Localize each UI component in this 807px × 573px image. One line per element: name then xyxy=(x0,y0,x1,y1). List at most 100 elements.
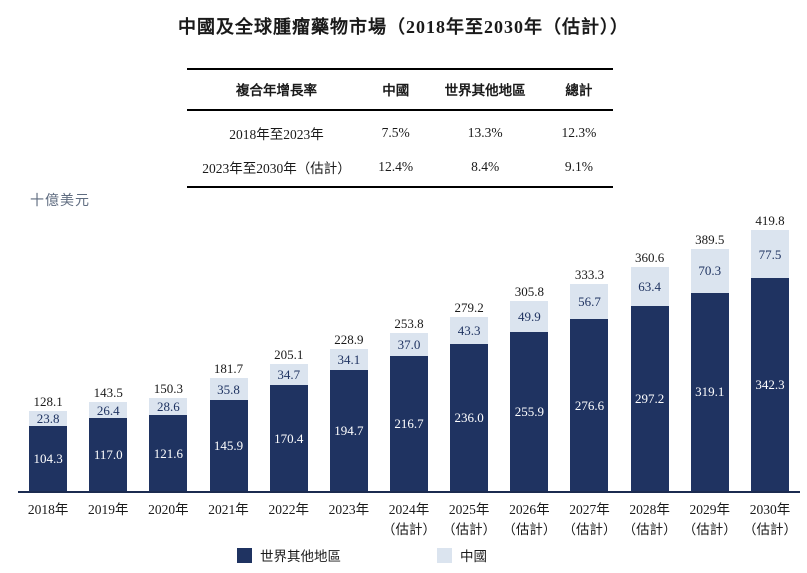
cagr-header-china: 中國 xyxy=(382,83,410,98)
x-axis-label: 2020年 xyxy=(138,500,198,539)
bar-segment-rest-of-world: 319.1 xyxy=(690,292,729,491)
x-axis-label-year: 2030年 xyxy=(749,502,791,517)
legend-label-china: 中國 xyxy=(460,549,487,564)
bar-column: 143.5 26.4 117.0 xyxy=(78,386,138,491)
bar-total-label: 150.3 xyxy=(153,380,184,396)
bar-segment-china: 35.8 xyxy=(209,378,248,401)
bar-segment-rest-of-world: 117.0 xyxy=(89,418,128,491)
cagr-header-total: 總計 xyxy=(565,83,593,98)
x-axis-label-year: 2025年 xyxy=(448,502,490,517)
x-axis-label-year: 2028年 xyxy=(629,502,670,517)
bar-total-label: 389.5 xyxy=(695,231,725,247)
bar-total-label: 419.8 xyxy=(755,213,785,229)
bar-segment-rest-of-world: 342.3 xyxy=(750,278,789,491)
bar-segment-rest-of-world: 276.6 xyxy=(570,319,609,491)
x-axis-label-year: 2021年 xyxy=(208,502,249,517)
bar-segment-china: 49.9 xyxy=(510,300,549,332)
cagr-total-cell: 12.3% xyxy=(561,125,597,140)
bar-column: 333.3 56.7 276.6 xyxy=(559,268,619,491)
bar-segment-china: 23.8 xyxy=(29,411,68,427)
x-axis-label-year: 2027年 xyxy=(569,502,610,517)
x-axis-label-year: 2024年 xyxy=(388,502,430,517)
cagr-table: 複合年增長率 中國 世界其他地區 總計 2018年至2023年 7.5% 13.… xyxy=(187,68,613,188)
cagr-china-cell: 7.5% xyxy=(381,125,410,140)
x-axis-label: 2027年 （估計） xyxy=(559,500,619,539)
china-swatch-icon xyxy=(437,547,452,563)
bar-segment-rest-of-world: 297.2 xyxy=(630,306,669,491)
x-axis-label-estimate: （估計） xyxy=(382,521,437,537)
bar-chart: 128.1 23.8 104.3 143.5 26.4 117.0 150.3 28.6 121… xyxy=(18,210,800,493)
x-axis-label: 2026年 （估計） xyxy=(499,500,559,539)
bar-total-label: 228.9 xyxy=(334,331,364,347)
x-axis-label-year: 2018年 xyxy=(27,502,69,517)
x-axis-label-year: 2026年 xyxy=(509,502,550,517)
x-axis-label-year: 2022年 xyxy=(268,502,309,517)
bar-segment-china: 34.7 xyxy=(269,363,308,386)
x-axis-label-estimate: （估計） xyxy=(622,521,677,537)
cagr-rest-cell: 13.3% xyxy=(467,125,503,140)
bar-total-label: 253.8 xyxy=(394,316,424,332)
bar-total-label: 279.2 xyxy=(454,300,484,316)
bar-column: 305.8 49.9 255.9 xyxy=(499,285,559,491)
bar-column: 253.8 37.0 216.7 xyxy=(379,317,439,491)
y-axis-unit-label: 十億美元 xyxy=(30,194,90,209)
x-axis-label: 2021年 xyxy=(198,500,258,539)
bar-segment-china: 26.4 xyxy=(89,401,128,419)
bar-segment-rest-of-world: 170.4 xyxy=(269,385,308,491)
bar-segment-rest-of-world: 145.9 xyxy=(209,400,248,491)
x-axis-label-estimate: （估計） xyxy=(442,521,497,537)
bar-segment-china: 43.3 xyxy=(450,317,489,345)
legend-label-rest-of-world: 世界其他地區 xyxy=(260,549,341,564)
bar-total-label: 360.6 xyxy=(635,249,665,265)
cagr-rest-cell: 8.4% xyxy=(471,159,500,174)
bar-segment-china: 77.5 xyxy=(750,230,789,279)
x-axis-label-estimate: （估計） xyxy=(682,521,737,537)
x-axis-label: 2023年 xyxy=(319,500,379,539)
cagr-total-cell: 9.1% xyxy=(564,159,593,174)
bar-total-label: 305.8 xyxy=(514,283,544,299)
table-row: 2023年至2030年（估計） 12.4% 8.4% 9.1% xyxy=(187,152,613,187)
cagr-table-header-row: 複合年增長率 中國 世界其他地區 總計 xyxy=(187,69,613,110)
bar-total-label: 143.5 xyxy=(93,384,123,400)
x-axis-label-year: 2023年 xyxy=(328,502,370,517)
bar-segment-china: 28.6 xyxy=(149,397,188,416)
bar-segment-rest-of-world: 194.7 xyxy=(329,370,368,491)
x-axis-label: 2028年 （估計） xyxy=(620,500,680,539)
legend-item-rest-of-world: 世界其他地區 xyxy=(237,545,341,565)
bar-column: 181.7 35.8 145.9 xyxy=(198,362,258,491)
bar-column: 389.5 70.3 319.1 xyxy=(680,233,740,491)
page-title: 中國及全球腫瘤藥物市場（2018年至2030年（估計）） xyxy=(178,17,629,37)
bar-column: 279.2 43.3 236.0 xyxy=(439,301,499,491)
x-axis-label-estimate: （估計） xyxy=(742,521,797,537)
x-axis-label: 2018年 xyxy=(18,500,78,539)
bar-total-label: 205.1 xyxy=(274,346,304,362)
bar-segment-china: 34.1 xyxy=(329,348,368,370)
legend-item-china: 中國 xyxy=(437,545,487,565)
bar-segment-rest-of-world: 255.9 xyxy=(510,331,549,491)
bar-segment-china: 70.3 xyxy=(690,248,729,293)
bar-segment-rest-of-world: 121.6 xyxy=(149,415,188,491)
cagr-header-period: 複合年增長率 xyxy=(235,83,317,98)
bar-segment-china: 56.7 xyxy=(570,283,609,319)
cagr-header-rest-of-world: 世界其他地區 xyxy=(444,83,526,98)
cagr-period-cell: 2023年至2030年（估計） xyxy=(202,161,351,176)
x-axis-label-estimate: （估計） xyxy=(562,521,617,537)
x-axis-label: 2019年 xyxy=(78,500,138,539)
cagr-china-cell: 12.4% xyxy=(378,159,414,174)
bar-segment-rest-of-world: 216.7 xyxy=(390,356,429,491)
x-axis-label: 2025年 （估計） xyxy=(439,500,499,539)
bar-segment-rest-of-world: 236.0 xyxy=(450,344,489,491)
x-axis-label-year: 2020年 xyxy=(148,502,189,517)
table-row: 2018年至2023年 7.5% 13.3% 12.3% xyxy=(187,110,613,152)
x-axis-label: 2024年 （估計） xyxy=(379,500,439,539)
bar-column: 228.9 34.1 194.7 xyxy=(319,333,379,491)
x-axis-label-year: 2019年 xyxy=(87,502,129,517)
bar-total-label: 181.7 xyxy=(213,361,244,377)
bar-column: 150.3 28.6 121.6 xyxy=(138,382,198,491)
x-axis-label: 2030年 （估計） xyxy=(740,500,800,539)
bar-column: 205.1 34.7 170.4 xyxy=(259,348,319,491)
bar-segment-rest-of-world: 104.3 xyxy=(29,426,68,491)
chart-legend: 世界其他地區 中國 xyxy=(0,545,807,565)
x-axis-label-estimate: （估計） xyxy=(502,521,557,537)
